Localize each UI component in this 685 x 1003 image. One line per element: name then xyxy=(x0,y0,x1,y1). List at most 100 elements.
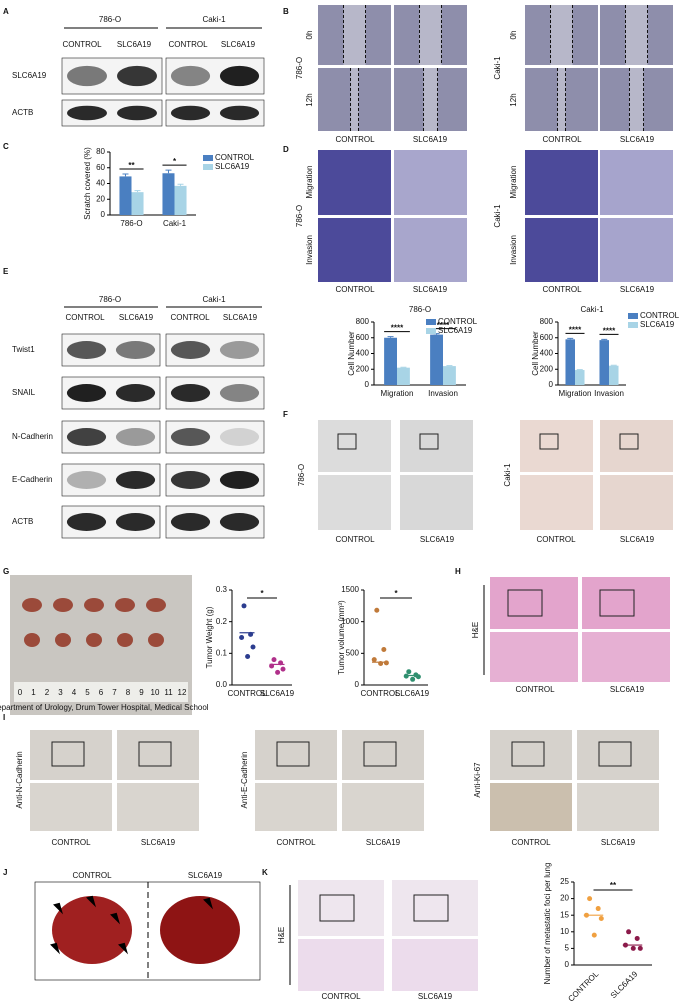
group-label: CONTROL xyxy=(72,871,112,880)
group-label: CONTROL xyxy=(65,313,105,322)
chart-title: 786-O xyxy=(409,305,431,314)
cell-line: Caki-1 xyxy=(493,204,502,228)
tumor xyxy=(24,633,40,647)
panel-letter: A xyxy=(3,7,9,16)
cell-line: Caki-1 xyxy=(202,295,226,304)
blot-band xyxy=(67,105,107,121)
wound-gap xyxy=(343,5,366,65)
dot xyxy=(406,669,412,675)
zoom-box xyxy=(276,741,310,767)
dot xyxy=(239,635,245,640)
y-tick-label: 600 xyxy=(540,333,554,342)
image-panel xyxy=(600,475,673,530)
y-tick-label: 400 xyxy=(540,349,554,358)
ruler-number: 3 xyxy=(58,688,63,697)
image-panel xyxy=(490,577,578,629)
y-tick-label: 5 xyxy=(565,944,570,953)
bar xyxy=(384,337,397,385)
panel-letter: F xyxy=(283,410,288,419)
y-tick-label: 800 xyxy=(540,317,554,326)
label: H&E xyxy=(471,622,480,638)
zoom-box xyxy=(419,433,439,450)
zoom-box xyxy=(619,433,639,450)
significance: ** xyxy=(128,161,135,170)
image-panel xyxy=(600,150,673,215)
bar xyxy=(609,365,619,385)
x-tick-label: 786-O xyxy=(120,219,142,228)
image-panel xyxy=(298,939,384,991)
group-label: CONTROL xyxy=(335,285,375,294)
image-panel xyxy=(520,475,593,530)
group-label: CONTROL xyxy=(62,40,102,49)
image-panel xyxy=(577,783,659,831)
image-panel xyxy=(520,420,593,472)
bar xyxy=(174,185,187,215)
blot-band xyxy=(115,428,156,446)
zoom-box xyxy=(598,741,632,767)
panel-letter: G xyxy=(3,567,9,576)
error-bar xyxy=(601,338,608,341)
dot xyxy=(371,657,377,663)
y-tick-label: 20 xyxy=(96,194,105,203)
group-label: SLC6A19 xyxy=(413,135,448,144)
zoom-box xyxy=(539,433,559,450)
legend-label: CONTROL xyxy=(438,317,478,326)
image-panel xyxy=(255,730,337,780)
wound-gap xyxy=(423,68,438,131)
x-tick-label: Migration xyxy=(559,389,592,398)
ruler-number: 9 xyxy=(139,688,144,697)
cell-line: 786-O xyxy=(297,464,306,486)
blot-band xyxy=(66,341,107,359)
group-label: SLC6A19 xyxy=(601,838,636,847)
group-label: SLC6A19 xyxy=(420,535,455,544)
image-panel xyxy=(255,783,337,831)
blot-band xyxy=(219,105,260,121)
y-axis-label: Number of metastatic foci per lung xyxy=(543,863,552,985)
error-bar xyxy=(134,190,141,193)
group-label: SLC6A19 xyxy=(221,40,256,49)
image-panel xyxy=(392,880,478,936)
image-panel xyxy=(342,783,424,831)
blot-band xyxy=(115,341,156,359)
y-axis-label: Cell Number xyxy=(531,331,540,376)
y-tick-label: 20 xyxy=(560,894,569,903)
arrow xyxy=(53,902,64,915)
row-label: E-Cadherin xyxy=(12,475,52,484)
panel-letter: H xyxy=(455,567,461,576)
y-tick-label: 0.3 xyxy=(216,585,228,594)
ruler-number: 1 xyxy=(31,688,36,697)
y-tick-label: 15 xyxy=(560,910,569,919)
y-axis-label: Scratch covered (%) xyxy=(83,147,92,220)
blot-band xyxy=(66,384,107,402)
zoom-box xyxy=(507,589,543,617)
blot-band xyxy=(170,384,211,402)
legend-label: SLC6A19 xyxy=(640,320,675,329)
bar xyxy=(397,367,410,385)
panel-letter: C xyxy=(3,142,9,151)
tumor xyxy=(146,598,166,612)
dot xyxy=(271,657,277,663)
y-tick-label: 500 xyxy=(346,648,360,657)
image-panel xyxy=(490,783,572,831)
significance: ** xyxy=(610,881,617,890)
lung xyxy=(160,896,240,964)
wound-gap xyxy=(625,5,648,65)
dot xyxy=(383,660,389,666)
label: Anti-E-Cadherin xyxy=(240,752,249,809)
dot xyxy=(280,666,286,672)
wound-gap xyxy=(557,68,566,131)
y-tick-label: 400 xyxy=(356,349,370,358)
group-label: SLC6A19 xyxy=(620,135,655,144)
panel-letter: K xyxy=(262,868,268,877)
image-panel xyxy=(318,475,391,530)
legend-swatch xyxy=(203,155,213,161)
group-label: CONTROL xyxy=(515,685,555,694)
cell-line: 786-O xyxy=(295,57,304,79)
blot-band xyxy=(219,428,260,446)
bar xyxy=(119,176,132,215)
y-tick-label: 0.1 xyxy=(216,648,228,657)
panel-letter: I xyxy=(3,713,5,722)
x-tick-label: Migration xyxy=(381,389,414,398)
ruler-number: 8 xyxy=(126,688,131,697)
group-label: SLC6A19 xyxy=(141,838,176,847)
